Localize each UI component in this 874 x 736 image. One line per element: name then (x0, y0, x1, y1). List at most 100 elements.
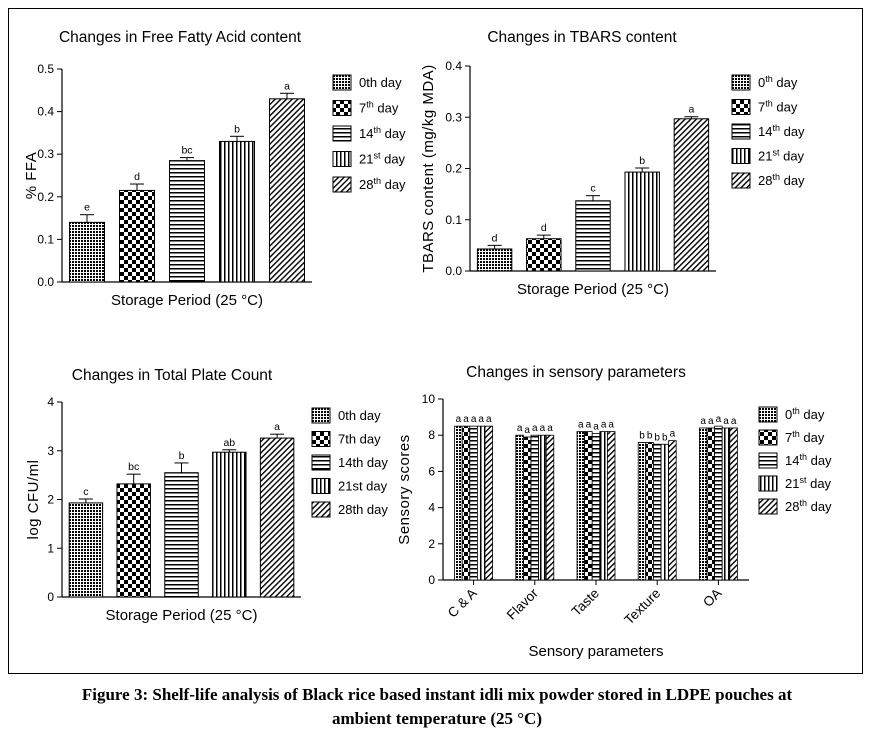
chart-3-legend-label: 28th day (785, 498, 832, 514)
chart-0-bar (269, 98, 305, 283)
chart-3-significance-letter: a (700, 416, 706, 427)
chart-1-legend-label: 0th day (758, 74, 798, 90)
chart-2-significance-letter: bc (128, 461, 139, 473)
chart-3-legend-swatch (758, 475, 778, 492)
chart-3-bar (523, 436, 532, 581)
chart-3-significance-letter: a (601, 420, 607, 431)
chart-1-bar (526, 238, 562, 272)
chart-2-significance-letter: b (179, 450, 185, 462)
chart-0-legend-swatch (332, 151, 352, 167)
chart-2-y-label: log CFU/ml (25, 459, 42, 539)
chart-3-bar (461, 425, 471, 581)
chart-0-y-tick-label: 0.0 (37, 275, 54, 289)
chart-3-significance-letter: a (716, 414, 722, 425)
chart-3-significance-letter: a (578, 420, 584, 431)
figure-panels: Changes in Free Fatty Acid content 0.0 0.1… (23, 29, 832, 660)
chart-0-significance-letter: a (284, 80, 290, 92)
chart-1-legend-label: 28th day (758, 172, 805, 188)
chart-1-legend-label: 14th day (758, 123, 805, 139)
chart-3-y-tick-label: 4 (428, 501, 435, 515)
chart-1-legend-swatch (731, 99, 751, 115)
chart-3-legend-label: 0th day (785, 406, 825, 422)
chart-3-x-tick-label: Taste (569, 586, 602, 619)
chart-2-bar (259, 437, 295, 598)
chart-3-legend-label: 21st day (785, 475, 832, 491)
chart-0-y-tick-label: 0.4 (37, 105, 54, 119)
chart-3-significance-letter: a (486, 414, 492, 425)
chart-1-significance-letter: c (590, 183, 595, 195)
chart-0-y-tick-label: 0.1 (37, 232, 54, 246)
chart-3-y-label: Sensory scores (396, 434, 413, 544)
chart-0-legend-swatch (332, 100, 352, 116)
chart-3-bar (645, 442, 654, 581)
chart-1-significance-letter: d (492, 232, 498, 244)
chart-2-y-tick-label: 4 (47, 395, 54, 409)
chart-1-bar (476, 248, 513, 272)
chart-2-legend-label: 28th day (338, 502, 388, 517)
chart-3-y-tick-label: 0 (428, 573, 435, 587)
chart-3-significance-letter: b (654, 432, 660, 443)
chart-3-bar (454, 425, 463, 581)
chart-1-legend-label: 21st day (758, 148, 805, 164)
chart-3-bar (538, 434, 547, 581)
chart-3-y-tick-label: 10 (422, 392, 436, 406)
chart-3-x-tick-label: Texture (621, 586, 663, 628)
chart-3-significance-letter: a (593, 421, 599, 432)
chart-1-legend-swatch (731, 74, 751, 91)
chart-3-significance-letter: a (471, 414, 477, 425)
chart-2-y-tick-label: 3 (47, 444, 54, 458)
chart-3-bar (714, 425, 723, 581)
chart-1-title: Changes in TBARS content (487, 29, 677, 46)
chart-1-bar (575, 200, 611, 272)
chart-1-x-label: Storage Period (25 °C) (517, 281, 669, 298)
caption-line-1: Figure 3: Shelf-life analysis of Black r… (81, 685, 793, 704)
chart-1-bar (624, 171, 660, 272)
chart-3-bar (607, 431, 616, 581)
chart-3-bar (653, 443, 662, 581)
chart-1-y-tick-label: 0.0 (445, 264, 462, 278)
chart-1-significance-letter: d (541, 222, 547, 234)
chart-0-significance-letter: b (234, 123, 240, 135)
chart-3-y-tick-label: 6 (428, 464, 435, 478)
chart-0-bar (69, 221, 105, 283)
chart-3-significance-letter: a (524, 425, 530, 436)
chart-3-bar (484, 425, 493, 581)
chart-0-significance-letter: e (84, 202, 90, 214)
chart-3-significance-letter: a (731, 416, 737, 427)
chart-0-legend-label: 7th day (359, 100, 399, 116)
chart-0-bar (219, 140, 255, 283)
chart-1-significance-letter: b (639, 155, 645, 167)
chart-3-bar (637, 442, 647, 581)
chart-2-y-tick-label: 0 (47, 590, 54, 604)
chart-3-bar (545, 434, 555, 581)
chart-3-significance-letter: a (463, 414, 469, 425)
chart-3-bar (469, 425, 478, 581)
chart-3-significance-letter: a (547, 423, 553, 434)
chart-2-legend-swatch (311, 407, 331, 424)
chart-0-legend-swatch (332, 125, 352, 142)
chart-3-legend-label: 14th day (785, 452, 832, 468)
chart-3-significance-letter: a (478, 414, 484, 425)
chart-3-bar (668, 440, 677, 581)
chart-3-significance-letter: a (540, 423, 546, 434)
chart-3-bar (706, 427, 715, 581)
chart-3-bar (729, 427, 738, 581)
chart-3-y-tick-label: 2 (428, 537, 435, 551)
chart-3-significance-letter: a (532, 423, 538, 434)
chart-2-legend-label: 0th day (338, 408, 381, 423)
chart-3-legend-label: 7th day (785, 429, 825, 445)
chart-0-legend-label: 14th day (359, 125, 406, 141)
chart-3-bar (699, 427, 708, 581)
chart-2-significance-letter: a (274, 421, 280, 433)
chart-2-significance-letter: ab (223, 437, 235, 449)
chart-3-significance-letter: b (639, 430, 645, 441)
chart-0-legend-swatch (332, 74, 352, 91)
chart-3-significance-letter: a (456, 414, 462, 425)
chart-1-bar (673, 118, 710, 272)
chart-0-x-label: Storage Period (25 °C) (111, 292, 263, 309)
chart-2-legend-swatch (311, 431, 331, 447)
chart-2-title: Changes in Total Plate Count (72, 367, 273, 384)
chart-3-bar (530, 434, 539, 581)
chart-2-y-tick-label: 1 (47, 541, 54, 555)
chart-2-legend-swatch (311, 478, 331, 494)
